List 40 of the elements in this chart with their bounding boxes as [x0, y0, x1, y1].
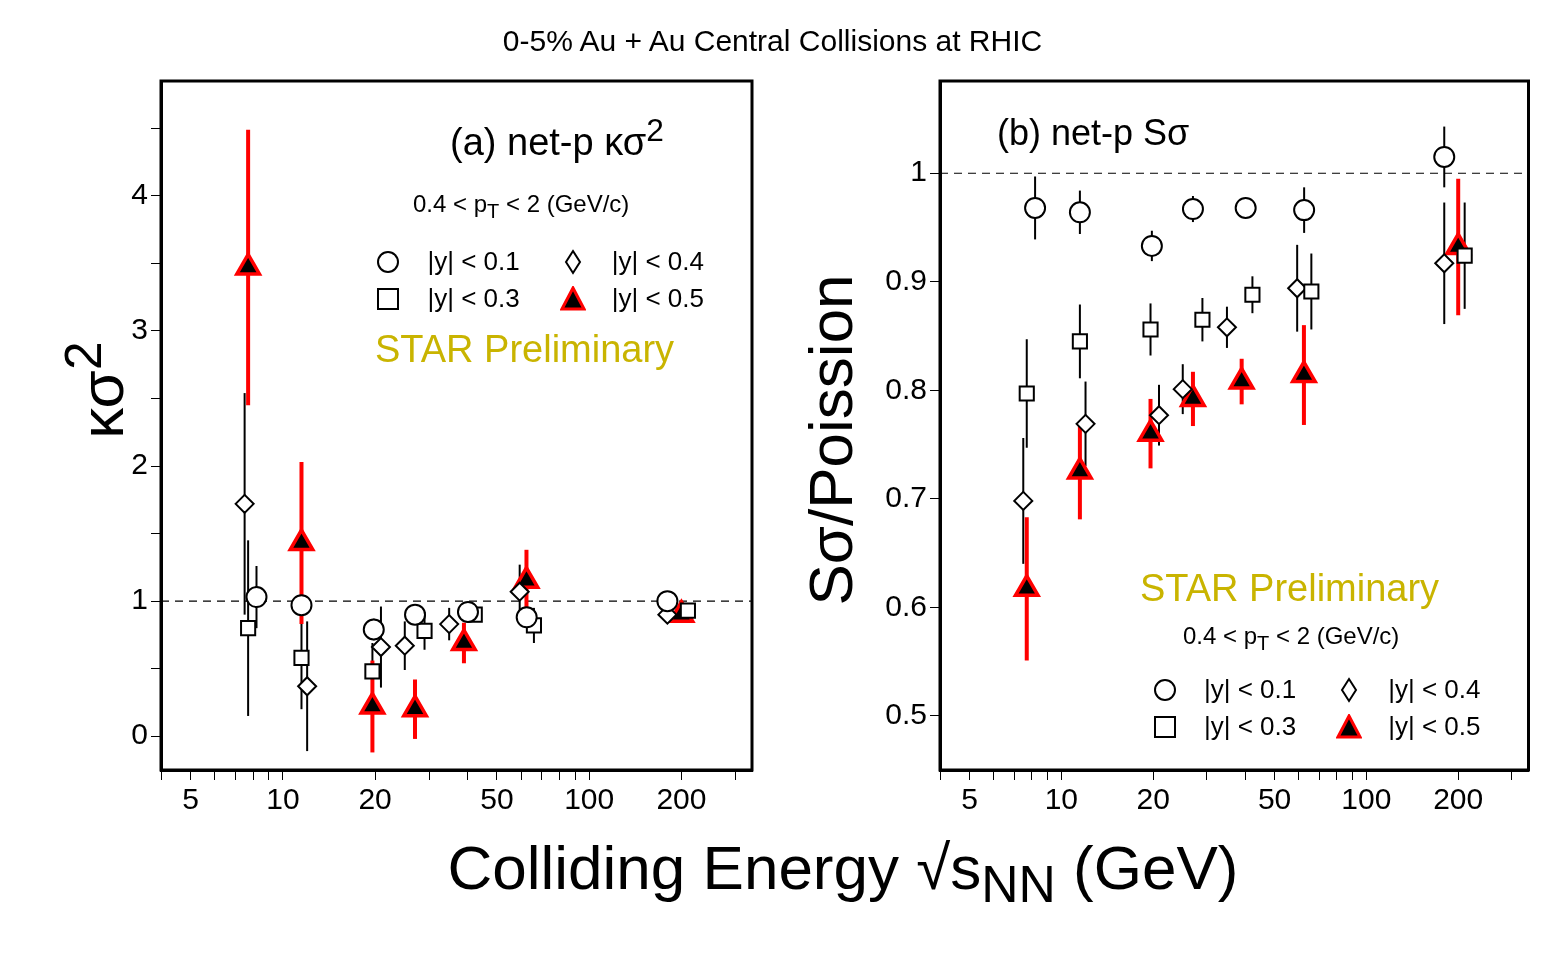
x-tick-label: 20 — [358, 782, 392, 816]
y-tick-label: 0 — [131, 717, 148, 751]
x-tick-label: 20 — [1136, 782, 1170, 816]
x-axis-title: Colliding Energy √s$_{NN}$ (GeV) — [446, 832, 1240, 915]
legend-label: |y| < 0.1 — [1203, 674, 1297, 705]
x-tick-label: 100 — [1341, 782, 1392, 816]
annotation: (a) net-p κσ$^{2}$ — [450, 112, 664, 164]
x-tick-label: 50 — [1257, 782, 1292, 816]
annotation: STAR Preliminary — [375, 328, 675, 371]
legend-label: |y| < 0.4 — [1388, 674, 1481, 705]
y-tick-label: 1 — [131, 582, 148, 616]
legend-label: |y| < 0.1 — [427, 246, 520, 277]
chart-title: 0-5% Au + Au Central Collisions at RHIC — [501, 24, 1044, 58]
legend-label: |y| < 0.5 — [611, 283, 704, 314]
legend-label: |y| < 0.3 — [427, 283, 520, 314]
x-tick-label: 200 — [1433, 782, 1484, 816]
y-tick-label: 2 — [131, 447, 148, 481]
y-tick-label: 0.9 — [885, 263, 927, 296]
annotation: (b) net-p Sσ — [997, 112, 1190, 154]
x-tick-label: 10 — [1044, 782, 1079, 816]
legend-label: |y| < 0.4 — [611, 246, 704, 277]
y-tick-label: 0.7 — [885, 480, 927, 514]
y-tick-label: 0.8 — [885, 371, 927, 405]
annotation: STAR Preliminary — [1140, 567, 1440, 610]
y-axis-title: Sσ/Poission — [794, 274, 866, 606]
x-tick-label: 100 — [564, 782, 615, 816]
annotation: 0.4 < p$_{T}$ < 2 (GeV/c) — [413, 190, 630, 223]
y-tick-label: 3 — [131, 312, 148, 346]
y-tick-label: 0.5 — [885, 697, 927, 731]
x-tick-label: 5 — [182, 782, 200, 816]
legend-label: |y| < 0.3 — [1203, 711, 1297, 742]
annotation: 0.4 < p$_{T}$ < 2 (GeV/c) — [1183, 622, 1400, 655]
x-tick-label: 50 — [480, 782, 514, 816]
x-tick-label: 5 — [961, 782, 978, 816]
x-tick-label: 200 — [656, 782, 707, 816]
legend-label: |y| < 0.5 — [1388, 711, 1481, 742]
y-tick-label: 1 — [910, 154, 927, 188]
y-tick-label: 4 — [131, 177, 148, 211]
y-tick-label: 0.6 — [885, 588, 927, 622]
x-tick-label: 10 — [266, 782, 300, 816]
